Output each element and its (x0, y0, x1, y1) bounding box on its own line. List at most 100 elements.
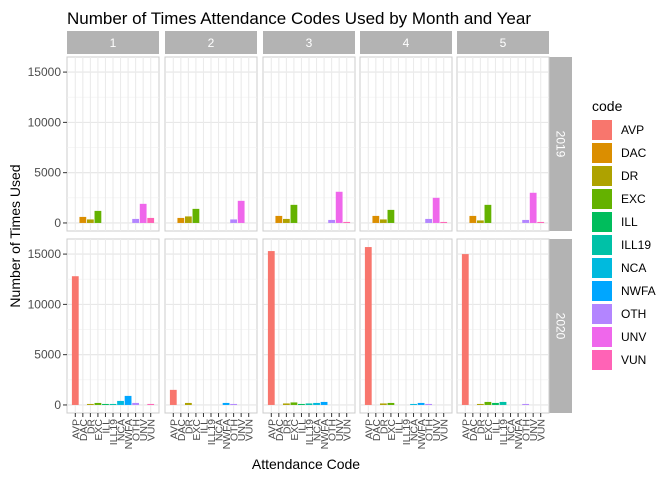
bar-dac (469, 215, 477, 223)
legend-label: NWFA (621, 284, 656, 298)
x-tick-label: ILL19 (304, 419, 316, 445)
x-tick-label: UNV (431, 419, 443, 441)
y-tick-label: 10000 (28, 297, 62, 311)
y-tick-label: 10000 (28, 115, 62, 129)
x-tick-label: NWFA (416, 419, 428, 449)
bar-dr (379, 219, 387, 223)
x-tick-label: NCA (409, 419, 421, 441)
bar-ill19 (305, 403, 313, 405)
x-tick-label: ILL19 (498, 419, 510, 445)
bar-dr (184, 216, 192, 223)
x-tick-label: AVP (363, 419, 375, 439)
x-tick-label: NWFA (513, 419, 525, 449)
bar-ill (298, 403, 305, 405)
x-tick-label: VUN (342, 419, 354, 441)
bar-nwfa (222, 402, 230, 405)
legend-label: DR (621, 169, 639, 183)
legend: AVP DAC DR EXC ILL ILL19 NCA NWFA OTH UNV VUN (592, 120, 656, 370)
legend-key-dac (592, 143, 612, 163)
x-tick-label: NWFA (319, 419, 331, 449)
bar-exc (484, 204, 492, 223)
bar-dac (79, 216, 87, 223)
x-tick-label: VUN (244, 419, 256, 441)
facet-strip-year-label: 2020 (554, 313, 568, 340)
legend-title: code (592, 98, 623, 114)
x-tick-label: UNV (236, 419, 248, 441)
bar-oth (522, 403, 530, 405)
facet-panel (359, 56, 453, 232)
legend-label: ILL (621, 215, 638, 229)
bar-unv (335, 191, 343, 223)
x-tick-label: ILL (100, 419, 112, 434)
legend-key-nwfa (592, 281, 612, 301)
bar-vun (537, 221, 545, 223)
bar-dac (372, 215, 380, 223)
legend-label: ILL19 (621, 238, 651, 252)
x-tick-label: ILL (296, 419, 308, 434)
x-tick-label: DAC (176, 419, 188, 442)
legend-key-unv (592, 327, 612, 347)
facet-panel (262, 56, 356, 232)
facet-strip-month-label: 3 (306, 36, 313, 50)
x-tick-label: EXC (289, 419, 301, 441)
x-tick-label: ILL19 (206, 419, 218, 445)
bar-oth (230, 219, 238, 223)
facet-strip-month-label: 2 (208, 36, 215, 50)
bar-nwfa (124, 395, 132, 405)
bar-oth (425, 403, 433, 405)
bar-exc (387, 402, 395, 405)
x-tick-label: UNV (528, 419, 540, 441)
x-tick-label: DR (183, 419, 195, 435)
legend-label: UNV (621, 330, 646, 344)
x-tick-label: AVP (168, 419, 180, 439)
x-tick-label: OTH (131, 419, 143, 441)
facet-strip-month-label: 1 (110, 36, 117, 50)
bar-exc (94, 402, 102, 405)
bar-ill19 (109, 403, 117, 405)
legend-label: NCA (621, 261, 646, 275)
bar-ill (492, 402, 499, 405)
x-tick-label: DAC (274, 419, 286, 442)
legend-label: AVP (621, 123, 644, 137)
x-tick-label: DR (85, 419, 97, 435)
x-tick-label: DR (281, 419, 293, 435)
chart-title: Number of Times Attendance Codes Used by… (67, 9, 531, 28)
facet-panel (262, 238, 356, 414)
bar-avp (267, 251, 275, 405)
bar-ill (102, 403, 109, 405)
x-tick-label: OTH (521, 419, 533, 441)
facet-panels: 1 2 3 4 5 2019 2020 0 5000 10000 15000 0 5000 10000 15… (28, 31, 572, 449)
legend-key-ill19 (592, 235, 612, 255)
bar-nca (313, 402, 320, 405)
bar-dr (282, 403, 290, 405)
bar-vun (147, 403, 155, 405)
bar-vun (343, 221, 351, 223)
bar-avp (364, 247, 372, 405)
y-tick-label: 0 (54, 398, 61, 412)
bar-avp (71, 276, 79, 405)
x-tick-label: DAC (371, 419, 383, 442)
facet-panel (66, 238, 160, 414)
bar-exc (192, 208, 200, 223)
x-tick-label: DR (378, 419, 390, 435)
x-tick-label: DR (475, 419, 487, 435)
facet-strip-month-label: 4 (403, 36, 410, 50)
legend-label: VUN (621, 353, 646, 367)
x-tick-label: AVP (460, 419, 472, 439)
y-tick-label: 5000 (34, 348, 61, 362)
legend-label: DAC (621, 146, 647, 160)
x-tick-label: NCA (506, 419, 518, 441)
bar-unv (529, 192, 537, 223)
bar-unv (237, 200, 245, 223)
x-tick-label: DAC (78, 419, 90, 442)
facet-strip-year-label: 2019 (554, 131, 568, 158)
bar-dr (184, 402, 192, 405)
x-tick-label: ILL19 (108, 419, 120, 445)
facet-strip-month (165, 31, 257, 54)
bar-ill19 (499, 401, 507, 405)
x-axis-label: Attendance Code (252, 456, 360, 472)
facet-panel (66, 56, 160, 232)
legend-key-avp (592, 120, 612, 140)
x-tick-label: DAC (468, 419, 480, 442)
legend-key-exc (592, 189, 612, 209)
